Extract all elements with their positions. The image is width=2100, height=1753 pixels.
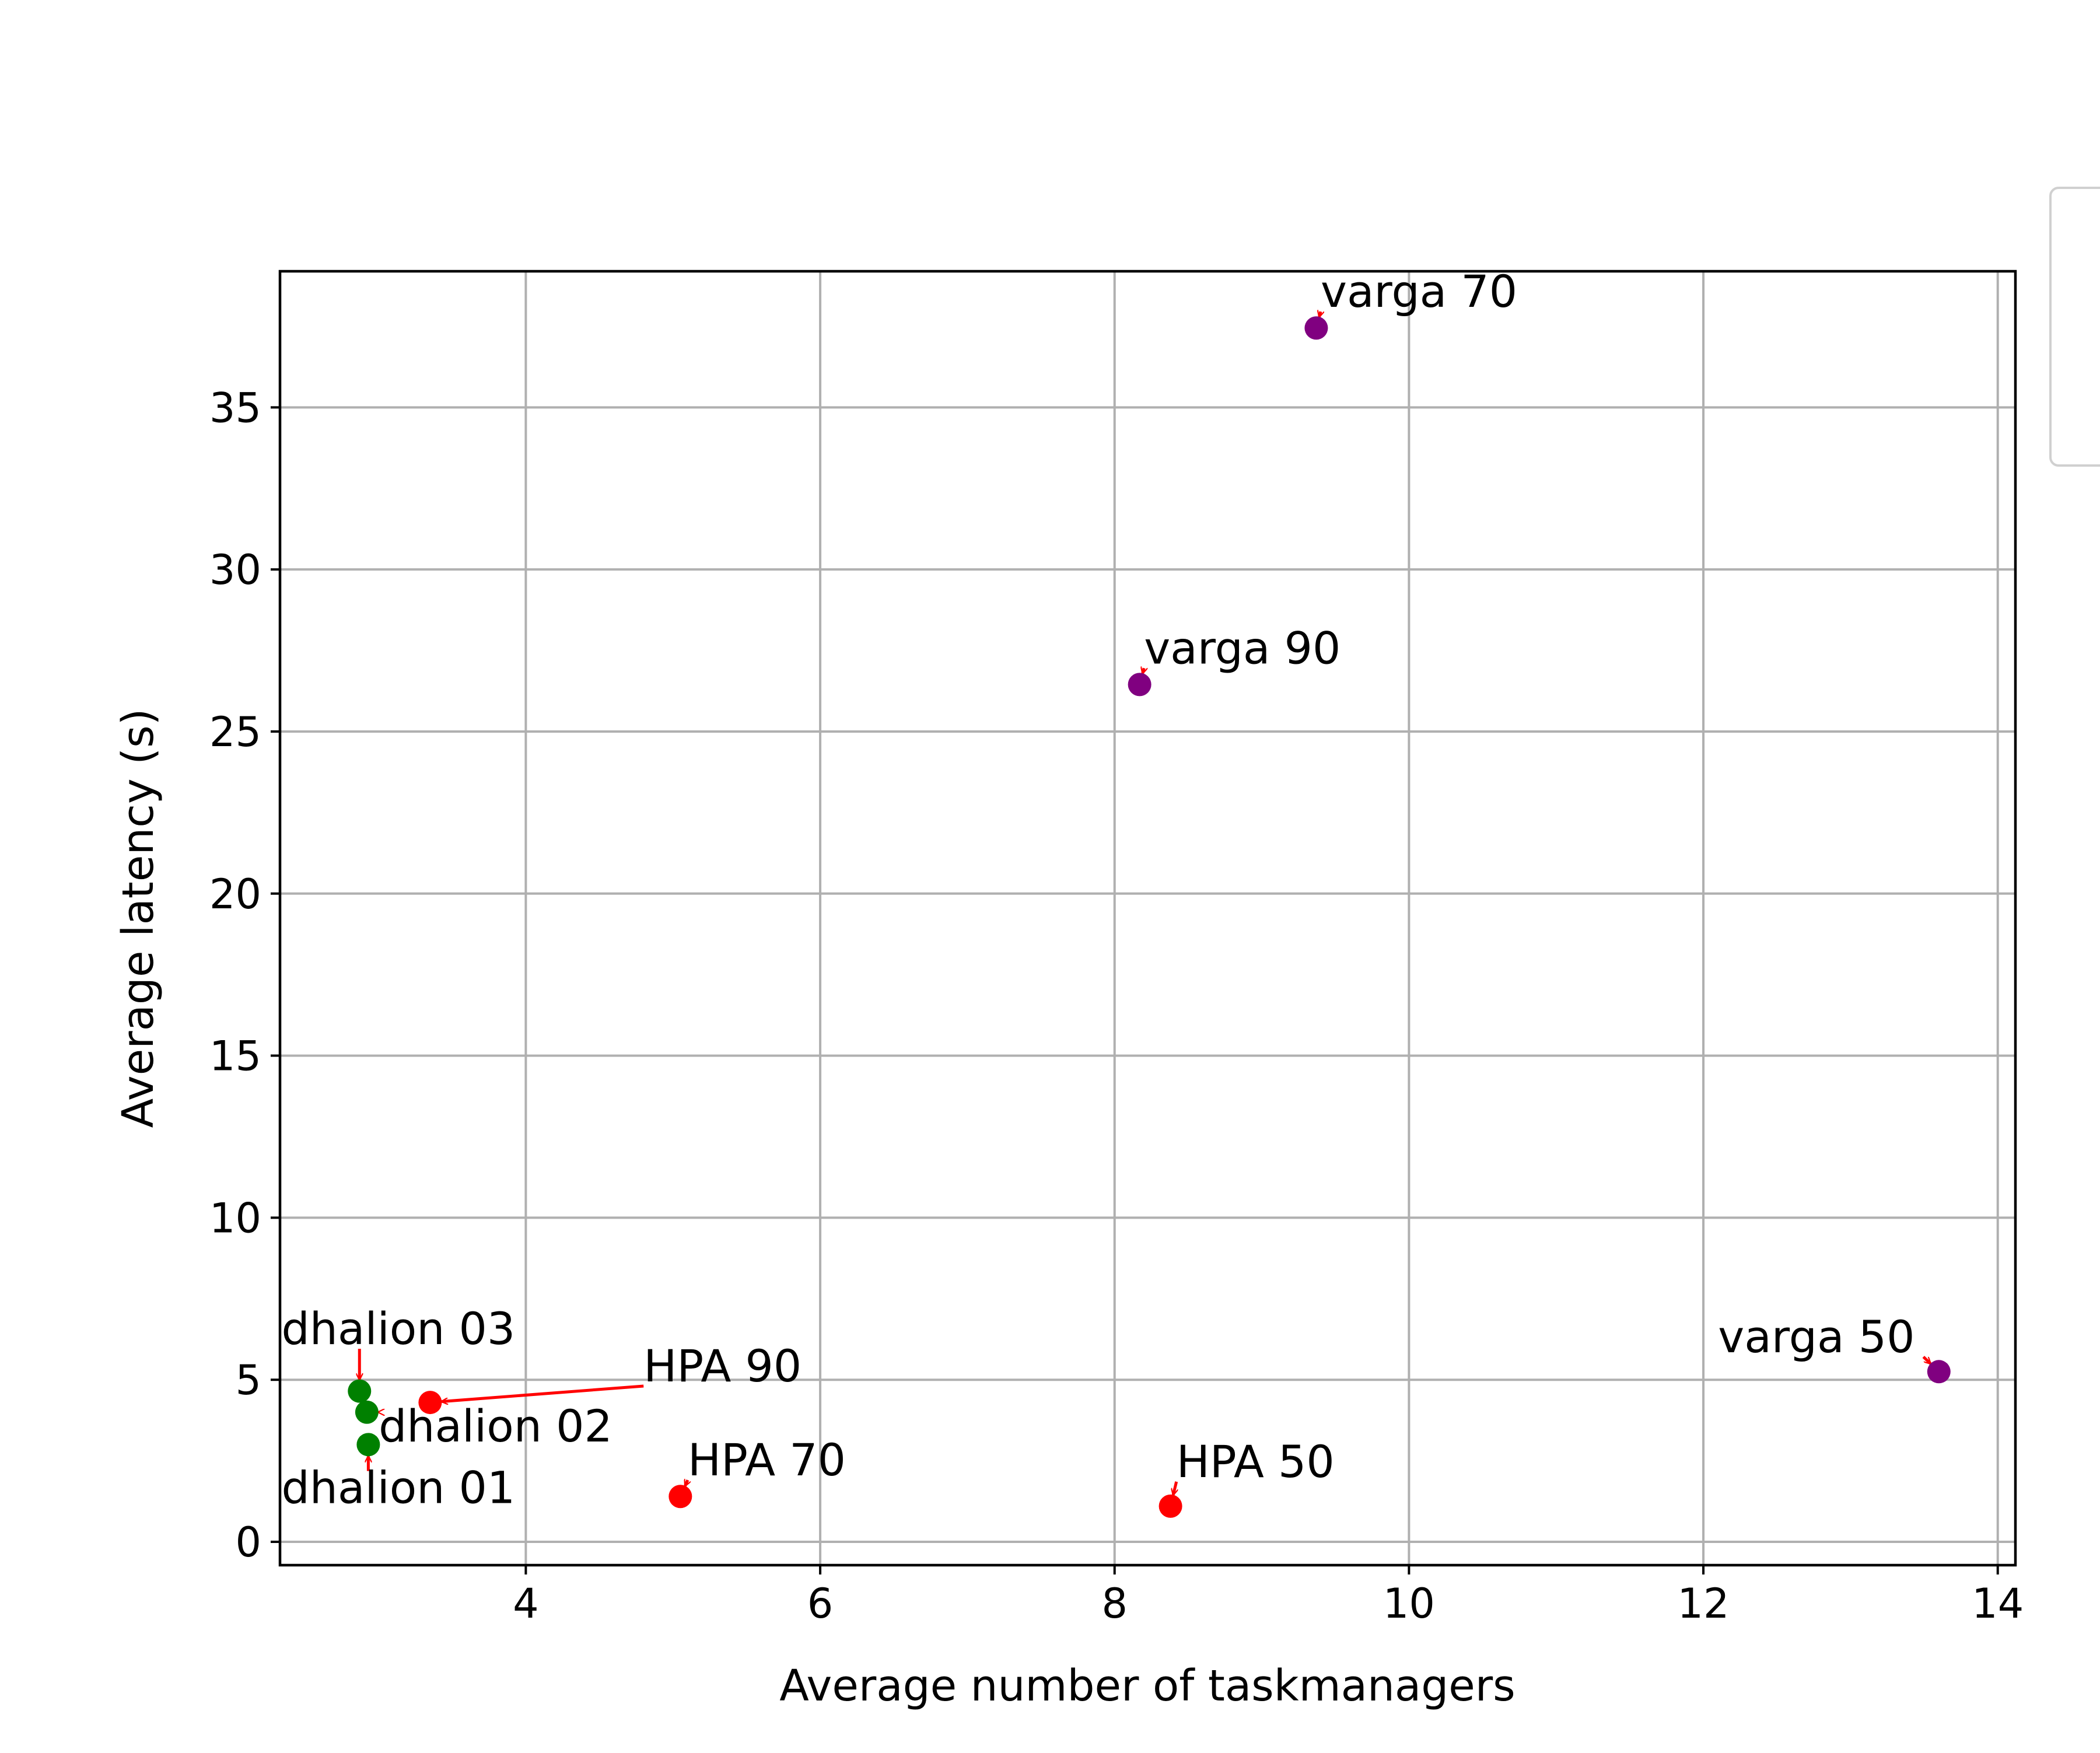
data-point (348, 1379, 372, 1403)
y-tick-label: 5 (235, 1356, 261, 1404)
data-points (348, 316, 1951, 1518)
data-point (668, 1485, 692, 1509)
annotation-arrow (1143, 668, 1144, 673)
x-tick-label: 10 (1383, 1580, 1435, 1628)
axis-ticks: 4 6 8 10 12 14 0 5 10 15 20 25 30 35 (209, 384, 2024, 1628)
point-label: varga 70 (1321, 265, 1517, 317)
annotation-arrow (1320, 312, 1321, 317)
y-tick-label: 25 (209, 708, 261, 756)
point-label: dhalion 03 (282, 1303, 516, 1355)
y-tick-label: 20 (209, 870, 261, 918)
x-tick-label: 4 (513, 1580, 539, 1628)
annotation-arrow (442, 1384, 644, 1402)
annotation-arrows (359, 312, 1930, 1495)
point-label: HPA 50 (1177, 1436, 1335, 1488)
plot-frame (278, 270, 2017, 1567)
point-label: dhalion 01 (282, 1461, 516, 1513)
point-labels: varga 70 varga 90 varga 50 HPA 90 HPA 70 HPA … (282, 265, 1915, 1513)
y-tick-label: 15 (209, 1033, 261, 1080)
y-tick-label: 0 (235, 1518, 261, 1566)
grid (280, 271, 2015, 1565)
point-label: HPA 70 (688, 1434, 846, 1486)
data-point (355, 1400, 379, 1424)
y-tick-label: 35 (209, 384, 261, 432)
x-tick-label: 8 (1101, 1580, 1128, 1628)
data-point (1128, 673, 1152, 697)
legend-box (2049, 187, 2100, 467)
data-point (418, 1391, 442, 1415)
data-point (356, 1433, 380, 1457)
x-axis-title: Average number of taskmanagers (779, 1661, 1516, 1711)
annotation-arrow (684, 1480, 688, 1486)
x-tick-label: 14 (1972, 1580, 2024, 1628)
point-label: varga 90 (1144, 622, 1340, 674)
annotation-arrow (1173, 1481, 1176, 1495)
point-label: HPA 90 (643, 1340, 802, 1392)
point-label: varga 50 (1718, 1311, 1915, 1363)
x-tick-label: 6 (807, 1580, 834, 1628)
y-axis-title: Average latency (s) (113, 708, 163, 1128)
y-tick-label: 30 (209, 546, 261, 594)
annotation-arrow (1922, 1356, 1930, 1364)
point-label: dhalion 02 (379, 1400, 612, 1452)
data-point (1304, 316, 1328, 340)
x-tick-label: 12 (1678, 1580, 1730, 1628)
data-point (1927, 1360, 1951, 1384)
data-point (1158, 1494, 1182, 1518)
y-tick-label: 10 (209, 1194, 261, 1242)
